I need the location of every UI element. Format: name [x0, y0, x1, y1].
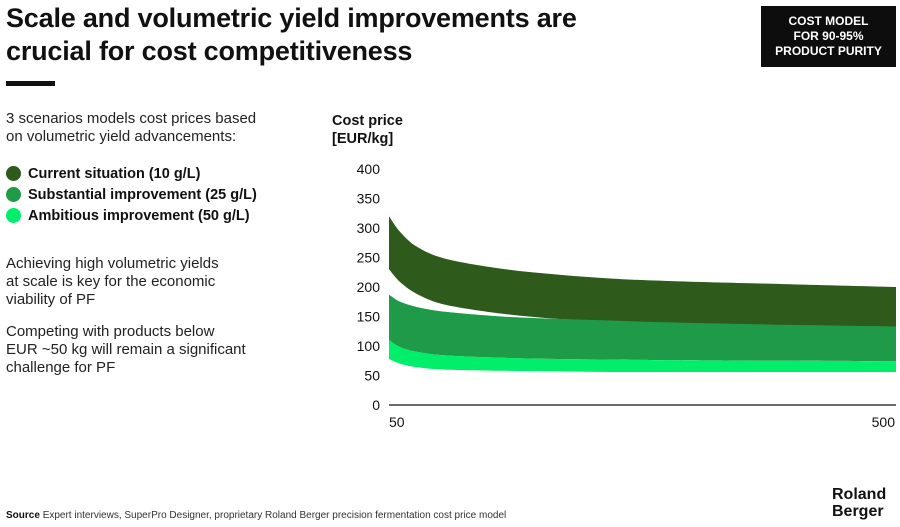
legend-label-substantial: Substantial improvement (25 g/L): [28, 186, 257, 203]
band-current: [389, 216, 896, 329]
y-tick-label: 350: [357, 191, 381, 207]
note1-line-3: viability of PF: [6, 291, 96, 308]
y-tick-label: 300: [357, 220, 381, 236]
y-tick-label: 400: [357, 161, 381, 177]
intro-text: 3 scenarios models cost prices based on …: [6, 110, 306, 146]
legend-item-ambitious: Ambitious improvement (50 g/L): [6, 205, 257, 226]
badge-line-1: COST MODEL: [788, 14, 869, 28]
title-line-2: crucial for cost competitiveness: [6, 36, 413, 66]
note2-line-1: Competing with products below: [6, 323, 215, 340]
roland-berger-logo: Roland Berger: [832, 486, 886, 520]
y-axis-title-line-1: Cost price: [332, 113, 403, 129]
y-tick-label: 200: [357, 279, 381, 295]
y-tick-label: 150: [357, 309, 381, 325]
title-line-1: Scale and volumetric yield improvements …: [6, 3, 577, 33]
x-tick-label: 500: [872, 414, 896, 430]
y-tick-label: 100: [357, 338, 381, 354]
source-note: Source Expert interviews, SuperPro Desig…: [6, 510, 506, 521]
y-tick-label: 250: [357, 250, 381, 266]
source-label: Source: [6, 510, 40, 521]
logo-line-1: Roland: [832, 486, 887, 503]
band-ambitious: [389, 340, 896, 373]
y-tick-label: 0: [372, 397, 380, 413]
cost-price-chart: 0 50 100 150 200 250 300 350 400 50 500: [357, 161, 896, 430]
legend-item-current: Current situation (10 g/L): [6, 163, 257, 184]
y-tick-label: 50: [364, 368, 380, 384]
note2-line-2: EUR ~50 kg will remain a significant: [6, 341, 246, 358]
y-axis-title-line-2: [EUR/kg]: [332, 131, 394, 147]
note2-line-3: challenge for PF: [6, 359, 116, 376]
logo-line-2: Berger: [832, 503, 884, 520]
badge-line-3: PRODUCT PURITY: [775, 44, 882, 58]
legend-item-substantial: Substantial improvement (25 g/L): [6, 184, 257, 205]
title-underline: [6, 81, 55, 86]
source-text: Expert interviews, SuperPro Designer, pr…: [42, 510, 507, 521]
note1-line-1: Achieving high volumetric yields: [6, 255, 219, 272]
legend-swatch-current: [6, 166, 21, 181]
legend-swatch-substantial: [6, 187, 21, 202]
legend-swatch-ambitious: [6, 208, 21, 223]
band-substantial: [389, 294, 896, 362]
note1-line-2: at scale is key for the economic: [6, 273, 216, 290]
note-volumetric-yields: Achieving high volumetric yields at scal…: [6, 255, 296, 309]
cost-model-badge: COST MODEL FOR 90-95% PRODUCT PURITY: [761, 6, 896, 67]
legend-label-current: Current situation (10 g/L): [28, 165, 201, 182]
badge-line-2: FOR 90-95%: [793, 29, 864, 43]
intro-line-2: on volumetric yield advancements:: [6, 128, 237, 145]
chart-legend: Current situation (10 g/L) Substantial i…: [6, 163, 257, 226]
legend-label-ambitious: Ambitious improvement (50 g/L): [28, 207, 250, 224]
note-competing-products: Competing with products below EUR ~50 kg…: [6, 323, 296, 377]
page-title: Scale and volumetric yield improvements …: [6, 2, 666, 68]
x-tick-label: 50: [389, 414, 405, 430]
intro-line-1: 3 scenarios models cost prices based: [6, 110, 257, 127]
y-axis-title: Cost price [EUR/kg]: [332, 112, 403, 148]
